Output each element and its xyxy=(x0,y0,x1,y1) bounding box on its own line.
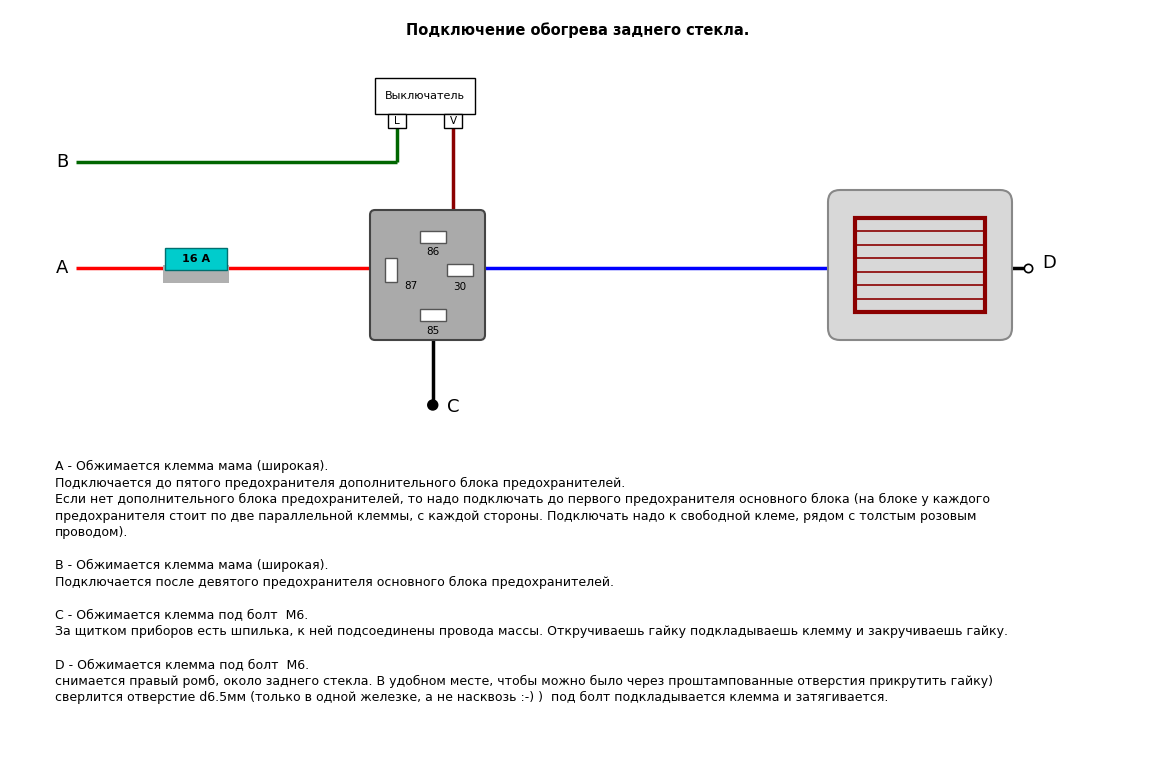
Text: За щитком приборов есть шпилька, к ней подсоединены провода массы. Откручиваешь : За щитком приборов есть шпилька, к ней п… xyxy=(56,625,1008,638)
Bar xyxy=(855,218,985,312)
Text: А - Обжимается клемма мама (широкая).: А - Обжимается клемма мама (широкая). xyxy=(56,460,329,473)
Bar xyxy=(165,248,227,270)
FancyBboxPatch shape xyxy=(370,210,485,340)
Bar xyxy=(163,265,229,283)
Text: С: С xyxy=(447,398,459,416)
Text: предохранителя стоит по две параллельной клеммы, с каждой стороны. Подключать на: предохранителя стоит по две параллельной… xyxy=(56,509,977,523)
Text: Выключатель: Выключатель xyxy=(385,91,465,101)
Text: Подключение обогрева заднего стекла.: Подключение обогрева заднего стекла. xyxy=(406,22,750,38)
Bar xyxy=(375,78,476,114)
Text: А: А xyxy=(56,259,68,277)
Text: Подключается после девятого предохранителя основного блока предохранителей.: Подключается после девятого предохраните… xyxy=(56,576,614,589)
Bar xyxy=(385,258,397,282)
Text: Подключается до пятого предохранителя дополнительного блока предохранителей.: Подключается до пятого предохранителя до… xyxy=(56,477,625,489)
Text: V: V xyxy=(449,116,457,126)
Text: 16 А: 16 А xyxy=(182,254,211,264)
Bar xyxy=(420,231,445,243)
Text: снимается правый ромб, около заднего стекла. В удобном месте, чтобы можно было ч: снимается правый ромб, около заднего сте… xyxy=(56,675,993,688)
Bar xyxy=(447,264,473,277)
Bar xyxy=(420,309,445,321)
Text: 30: 30 xyxy=(454,282,466,292)
Text: В: В xyxy=(56,153,68,171)
Text: С - Обжимается клемма под болт  М6.: С - Обжимается клемма под болт М6. xyxy=(56,608,308,622)
Text: В - Обжимается клемма мама (широкая).: В - Обжимается клемма мама (широкая). xyxy=(56,559,329,572)
Text: Если нет дополнительного блока предохранителей, то надо подключать до первого пр: Если нет дополнительного блока предохран… xyxy=(56,493,990,506)
Text: L: L xyxy=(395,116,400,126)
Text: D: D xyxy=(1042,254,1056,272)
Text: 85: 85 xyxy=(426,326,440,336)
Circle shape xyxy=(428,400,437,410)
Text: 87: 87 xyxy=(405,281,418,291)
Bar xyxy=(388,114,406,128)
FancyBboxPatch shape xyxy=(828,190,1012,340)
Text: сверлится отверстие d6.5мм (только в одной железке, а не насквозь :-) )  под бол: сверлится отверстие d6.5мм (только в одн… xyxy=(56,691,889,704)
Bar xyxy=(444,114,462,128)
Text: проводом).: проводом). xyxy=(56,526,128,539)
Text: 86: 86 xyxy=(426,247,440,257)
Text: D - Обжимается клемма под болт  М6.: D - Обжимается клемма под болт М6. xyxy=(56,658,309,671)
